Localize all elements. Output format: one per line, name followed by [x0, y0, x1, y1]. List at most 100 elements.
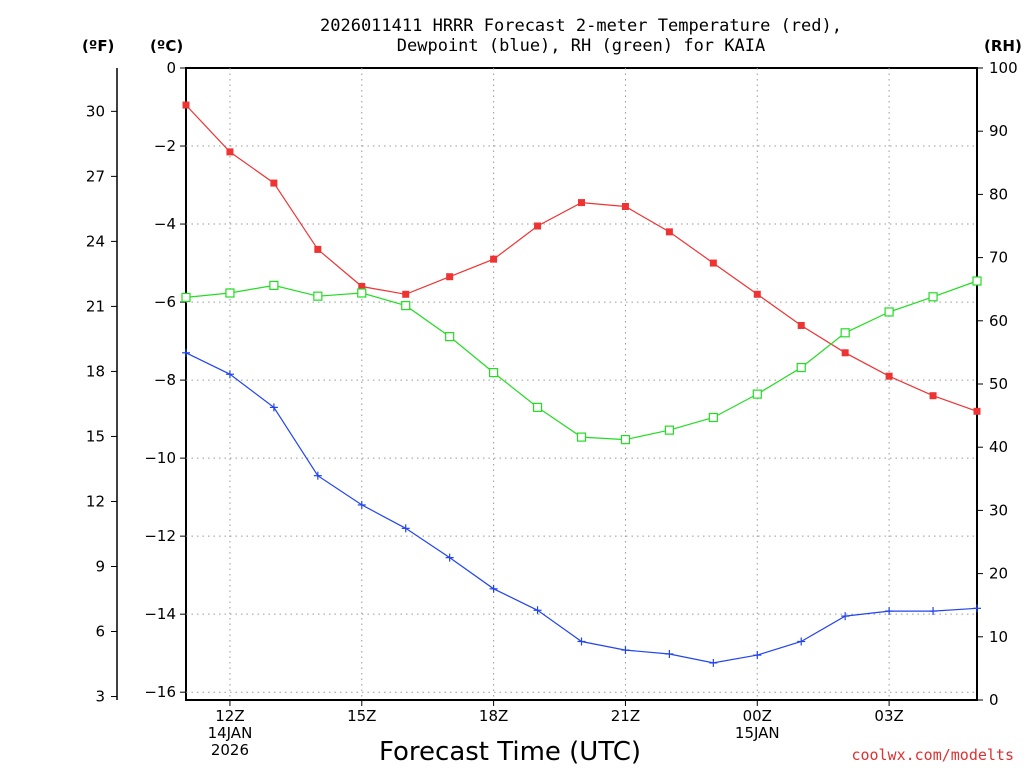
- dewpoint-point: [709, 658, 718, 667]
- dewpoint-point: [357, 500, 366, 509]
- celsius-tick-label: −12: [144, 527, 176, 545]
- rh-point: [620, 435, 631, 445]
- rh-point: [401, 301, 411, 311]
- rh-tick-label: 0: [989, 691, 999, 709]
- rh-point: [576, 432, 587, 442]
- dewpoint-point: [401, 524, 410, 533]
- fahrenheit-tick-label: 24: [86, 232, 105, 250]
- fahrenheit-tick-label: 15: [86, 427, 105, 445]
- rh-point: [884, 307, 894, 317]
- dewpoint-point: [269, 403, 278, 412]
- temperature-line: [185, 104, 978, 412]
- temperature-point: [841, 349, 849, 357]
- rh-tick-label: 30: [989, 501, 1008, 519]
- rh-point: [357, 288, 367, 298]
- temperature-point: [709, 259, 717, 267]
- rh-point: [708, 412, 718, 423]
- dewpoint-point: [753, 651, 762, 660]
- rh-tick-label: 90: [989, 122, 1008, 140]
- temperature-point: [578, 199, 585, 207]
- temperature-point: [973, 407, 981, 415]
- x-tick-label: 21Z: [611, 707, 640, 725]
- x-tick-label: 15JAN: [735, 724, 780, 742]
- x-axis-label: Forecast Time (UTC): [379, 737, 641, 767]
- fahrenheit-tick-label: 21: [86, 297, 105, 315]
- rh-point: [928, 292, 938, 302]
- temperature-point: [885, 372, 893, 380]
- rh-point: [489, 368, 499, 378]
- celsius-tick-label: −4: [154, 215, 176, 233]
- temperature-point: [797, 321, 805, 329]
- rh-tick-label: 80: [989, 185, 1008, 203]
- dewpoint-point: [621, 646, 630, 655]
- rh-point: [972, 276, 982, 286]
- celsius-tick-label: −10: [144, 449, 176, 467]
- x-tick-label: 15Z: [347, 707, 376, 725]
- temperature-point: [665, 228, 673, 236]
- rh-tick-label: 60: [989, 312, 1008, 330]
- rh-tick-label: 10: [989, 628, 1008, 646]
- dewpoint-point: [489, 584, 498, 593]
- x-tick-label: 14JAN: [208, 724, 253, 742]
- rh-unit-label: (RH): [984, 37, 1022, 55]
- dewpoint-point: [225, 370, 234, 379]
- x-tick-label: 18Z: [479, 707, 508, 725]
- dewpoint-point: [445, 553, 454, 562]
- celsius-tick-label: −16: [144, 683, 176, 701]
- fahrenheit-tick-label: 12: [86, 492, 105, 510]
- fahrenheit-tick-label: 9: [95, 557, 105, 575]
- celsius-tick-label: −14: [144, 605, 176, 623]
- temperature-point: [534, 222, 542, 230]
- dewpoint-point: [313, 471, 322, 480]
- x-tick-label: 00Z: [743, 707, 772, 725]
- temperature-point: [753, 290, 761, 298]
- chart-title: 2026011411 HRRR Forecast 2-meter Tempera…: [185, 16, 977, 56]
- rh-point: [445, 332, 455, 342]
- celsius-unit-label: (ºC): [150, 37, 184, 55]
- rh-point: [181, 292, 191, 303]
- rh-point: [269, 280, 279, 291]
- dewpoint-point: [929, 607, 938, 616]
- temperature-point: [446, 273, 454, 281]
- fahrenheit-tick-label: 6: [95, 623, 105, 641]
- plot-frame: [185, 67, 978, 701]
- temperature-point: [314, 245, 322, 253]
- temperature-point: [929, 392, 937, 400]
- celsius-tick-label: −2: [154, 137, 176, 155]
- rh-tick-label: 50: [989, 375, 1008, 393]
- chart-title-line2: Dewpoint (blue), RH (green) for KAIA: [396, 36, 766, 56]
- rh-point: [532, 402, 543, 412]
- credit-link[interactable]: coolwx.com/modelts: [851, 746, 1014, 764]
- rh-tick-label: 70: [989, 249, 1008, 267]
- rh-point: [796, 362, 806, 373]
- dewpoint-point: [577, 637, 586, 646]
- dewpoint-point: [841, 612, 850, 621]
- temperature-point: [621, 202, 629, 210]
- rh-tick-label: 20: [989, 565, 1008, 583]
- dewpoint-point: [885, 607, 894, 616]
- fahrenheit-tick-label: 27: [86, 167, 105, 185]
- dewpoint-line: [185, 352, 978, 664]
- temperature-point: [402, 290, 410, 298]
- rh-tick-label: 40: [989, 438, 1008, 456]
- fahrenheit-tick-label: 30: [86, 102, 105, 120]
- temperature-point: [490, 255, 498, 263]
- temperature-point: [270, 179, 278, 187]
- fahrenheit-unit-label: (ºF): [82, 37, 115, 55]
- dewpoint-point: [973, 604, 981, 613]
- dewpoint-point: [665, 649, 674, 658]
- rh-point: [225, 288, 235, 298]
- x-tick-label: 03Z: [874, 707, 903, 725]
- temperature-point: [358, 282, 366, 290]
- chart-title-line1: 2026011411 HRRR Forecast 2-meter Tempera…: [320, 16, 842, 36]
- dewpoint-point: [533, 606, 542, 615]
- celsius-tick-label: −6: [154, 293, 176, 311]
- dewpoint-point: [797, 637, 806, 646]
- rh-tick-label: 100: [989, 59, 1018, 77]
- fahrenheit-tick-label: 3: [95, 688, 105, 706]
- dewpoint-point: [182, 348, 190, 357]
- x-tick-label: 12Z: [215, 707, 244, 725]
- x-tick-label: 2026: [211, 741, 249, 759]
- celsius-tick-label: 0: [166, 59, 176, 77]
